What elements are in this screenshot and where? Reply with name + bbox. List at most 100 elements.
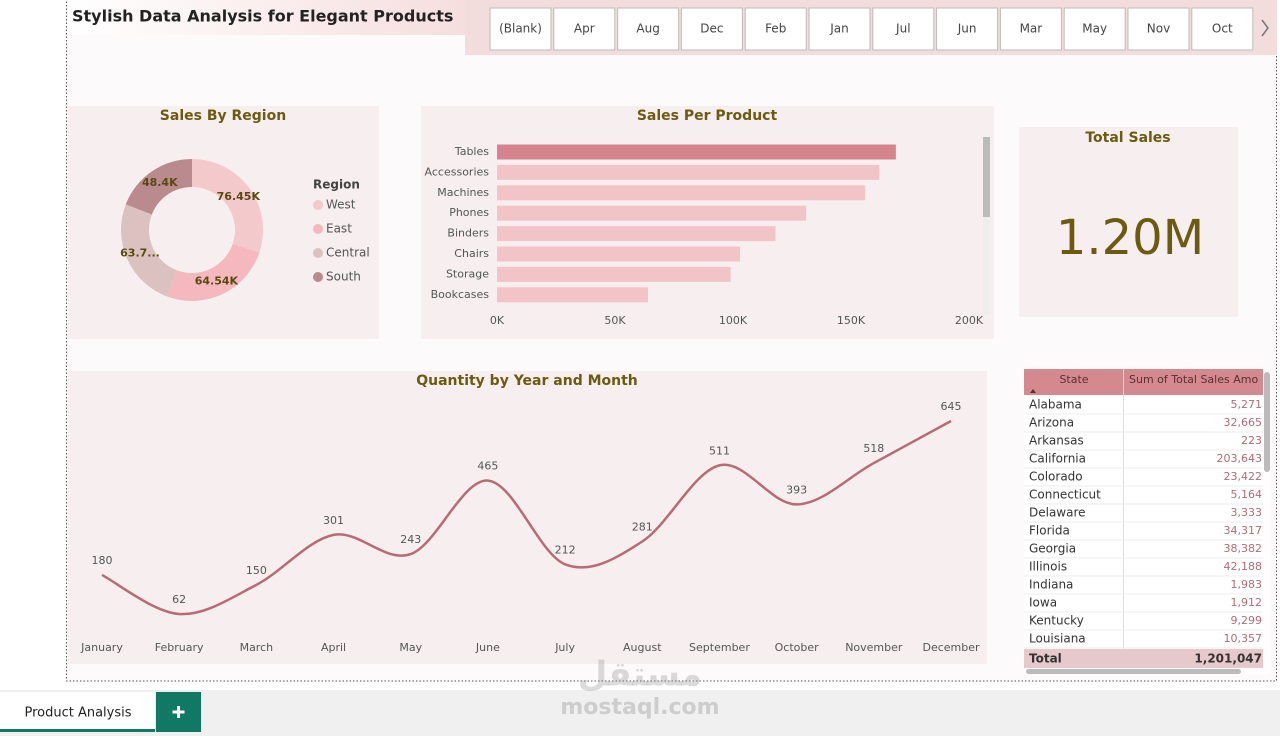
bar[interactable] — [497, 185, 866, 201]
scrollbar-thumb[interactable] — [983, 137, 990, 217]
data-label: 76.45K — [217, 190, 261, 203]
x-tick-label: 200K — [955, 314, 984, 327]
table-cell: Connecticut — [1029, 488, 1101, 502]
bar[interactable] — [497, 246, 741, 262]
table-header[interactable]: Sum of Total Sales Amo — [1129, 373, 1258, 386]
table-cell: 5,271 — [1231, 398, 1263, 411]
legend-swatch — [313, 200, 323, 210]
bar[interactable] — [497, 287, 649, 303]
data-label: 518 — [863, 442, 884, 455]
x-tick-label: December — [922, 641, 980, 654]
table-cell: 34,317 — [1224, 524, 1263, 537]
slicer-button[interactable] — [680, 7, 743, 51]
table-header[interactable]: State — [1059, 373, 1088, 386]
title: Stylish Data Analysis for Elegant Produc… — [72, 7, 453, 26]
sort-indicator — [1030, 389, 1036, 393]
slicer-button[interactable] — [936, 7, 999, 51]
data-label: 301 — [323, 514, 344, 527]
table-cell: 9,299 — [1231, 614, 1263, 627]
table-hscrollbar[interactable] — [1026, 669, 1241, 674]
region-panel — [68, 106, 379, 339]
slicer-button[interactable] — [999, 7, 1062, 51]
donut-slice — [121, 204, 177, 297]
slicer-button[interactable] — [872, 7, 935, 51]
data-label: 180 — [92, 554, 113, 567]
slicer-label[interactable]: Oct — [1212, 22, 1233, 36]
x-tick-label: October — [775, 641, 819, 654]
slicer-button[interactable] — [744, 7, 807, 51]
bar[interactable] — [497, 226, 776, 242]
tab-underline — [0, 729, 155, 732]
slicer-next-arrow[interactable] — [1261, 19, 1269, 37]
slicer-button[interactable] — [1191, 7, 1254, 51]
slicer-button[interactable] — [617, 7, 680, 51]
y-tick-label: Accessories — [425, 165, 490, 178]
x-tick-label: June — [475, 641, 500, 654]
slicer-label[interactable]: Dec — [700, 22, 723, 36]
slicer-button[interactable] — [553, 7, 616, 51]
slicer-button[interactable] — [489, 7, 552, 51]
bar[interactable] — [497, 205, 807, 221]
table-cell: Colorado — [1029, 470, 1083, 484]
legend-label[interactable]: South — [326, 270, 361, 284]
data-label: 150 — [246, 564, 267, 577]
table-cell: Georgia — [1029, 542, 1076, 556]
chart-title: Sales Per Product — [637, 108, 778, 124]
table-cell: California — [1029, 452, 1086, 466]
x-tick-label: April — [321, 641, 346, 654]
bar[interactable] — [497, 266, 731, 282]
table-cell: 3,333 — [1231, 506, 1263, 519]
data-label: 64.54K — [195, 275, 239, 288]
x-tick-label: 50K — [604, 314, 626, 327]
card-panel — [1019, 127, 1238, 317]
table-cell: 223 — [1241, 434, 1262, 447]
slicer-label[interactable]: Mar — [1020, 22, 1043, 36]
table-cell: Florida — [1029, 524, 1070, 538]
slicer-label[interactable]: Jan — [829, 22, 849, 36]
x-tick-label: March — [240, 641, 274, 654]
watermark-arabic: مستقل — [578, 655, 702, 695]
table-total: Total — [1029, 652, 1062, 666]
data-label: 62 — [172, 593, 186, 606]
slicer-button[interactable] — [808, 7, 871, 51]
slicer-label[interactable]: Jun — [957, 22, 977, 36]
slicer-button[interactable] — [1127, 7, 1190, 51]
table-total: 1,201,047 — [1194, 652, 1262, 666]
bar[interactable] — [497, 164, 880, 180]
table-cell: Arizona — [1029, 416, 1074, 430]
data-label: 63.7... — [120, 246, 160, 259]
slicer-label[interactable]: Nov — [1147, 22, 1170, 36]
tab[interactable] — [0, 692, 155, 732]
data-label: 645 — [941, 400, 962, 413]
bar[interactable] — [497, 144, 896, 160]
y-tick-label: Phones — [449, 206, 489, 219]
legend-label[interactable]: Central — [326, 246, 370, 260]
donut-slice — [125, 159, 192, 215]
table-scrollbar[interactable] — [1264, 372, 1270, 472]
table-header-cell[interactable] — [1123, 369, 1263, 395]
plus-icon — [172, 706, 185, 718]
slicer-label[interactable]: Apr — [574, 22, 595, 36]
slicer-label[interactable]: (Blank) — [499, 22, 542, 36]
table-cell: 5,164 — [1231, 488, 1263, 501]
data-label: 511 — [709, 444, 730, 457]
table-header-cell[interactable] — [1024, 369, 1123, 395]
legend-label[interactable]: West — [326, 198, 356, 212]
slicer-label[interactable]: Aug — [636, 22, 659, 36]
header-band — [67, 0, 465, 35]
line-panel — [68, 371, 987, 664]
watermark: mostaql.com — [560, 695, 719, 720]
legend-swatch — [313, 272, 323, 282]
x-tick-label: July — [554, 641, 575, 654]
slicer-label[interactable]: Feb — [765, 22, 786, 36]
slicer-label[interactable]: May — [1082, 22, 1107, 36]
table-cell: Arkansas — [1029, 434, 1084, 448]
table-cell: 23,422 — [1224, 470, 1263, 483]
table-cell: Louisiana — [1029, 632, 1086, 646]
x-tick-label: September — [689, 641, 750, 654]
legend-label[interactable]: East — [326, 222, 352, 236]
slicer-label[interactable]: Jul — [895, 22, 910, 36]
x-tick-label: 150K — [837, 314, 866, 327]
slicer-button[interactable] — [1063, 7, 1126, 51]
tab-label[interactable]: Product Analysis — [24, 706, 131, 721]
